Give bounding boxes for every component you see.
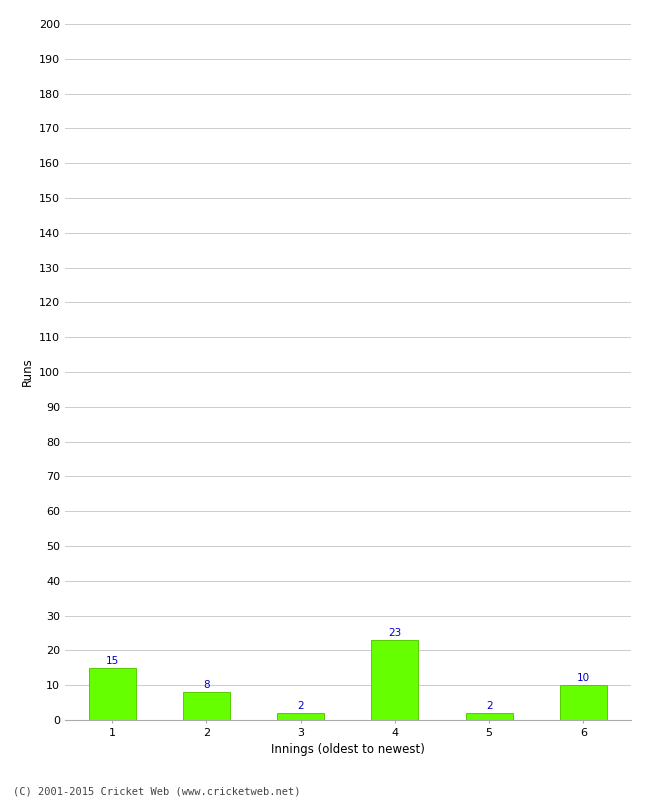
Bar [465,713,513,720]
Bar [88,668,136,720]
Bar [277,713,324,720]
Text: 10: 10 [577,674,590,683]
Text: 23: 23 [388,628,402,638]
Text: 2: 2 [297,702,304,711]
Bar [371,640,419,720]
Text: 15: 15 [105,656,119,666]
Text: 2: 2 [486,702,493,711]
X-axis label: Innings (oldest to newest): Innings (oldest to newest) [271,743,424,756]
Bar [560,685,607,720]
Y-axis label: Runs: Runs [20,358,33,386]
Text: (C) 2001-2015 Cricket Web (www.cricketweb.net): (C) 2001-2015 Cricket Web (www.cricketwe… [13,786,300,796]
Text: 8: 8 [203,681,210,690]
Bar [183,692,230,720]
